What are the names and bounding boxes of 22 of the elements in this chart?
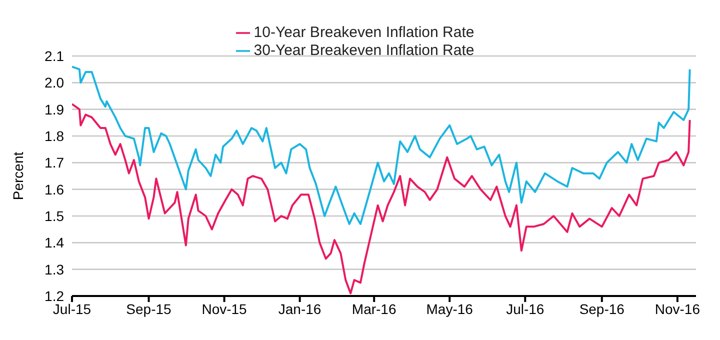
line-series [72,103,691,294]
y-tick-label: 1.6 [44,181,64,198]
x-tick-label: May-16 [426,300,474,317]
x-tick-label: Jul-16 [506,300,544,317]
x-tick-label: Mar-16 [352,300,396,317]
legend-label: 10-Year Breakeven Inflation Rate [254,24,474,41]
x-tick-label: Sep-16 [579,300,625,317]
y-tick-label: 1.9 [44,101,64,118]
x-tick-label: Sep-15 [126,300,172,317]
y-tick-label: 1.8 [44,128,64,144]
y-tick-label: 2.0 [44,74,64,91]
y-tick-label: 1.4 [44,234,64,251]
legend-label: 30-Year Breakeven Inflation Rate [254,42,474,59]
x-tick-label: Nov-16 [654,300,700,317]
x-tick-label: Jan-16 [278,300,322,317]
y-tick-label: 1.3 [44,261,64,278]
y-axis-title: Percent [10,152,26,200]
x-tick-label: Nov-15 [202,300,248,317]
y-tick-label: 1.7 [44,154,64,171]
y-tick-label: 1.5 [44,208,64,224]
line-series [72,66,691,225]
y-tick-label: 2.1 [44,48,64,64]
